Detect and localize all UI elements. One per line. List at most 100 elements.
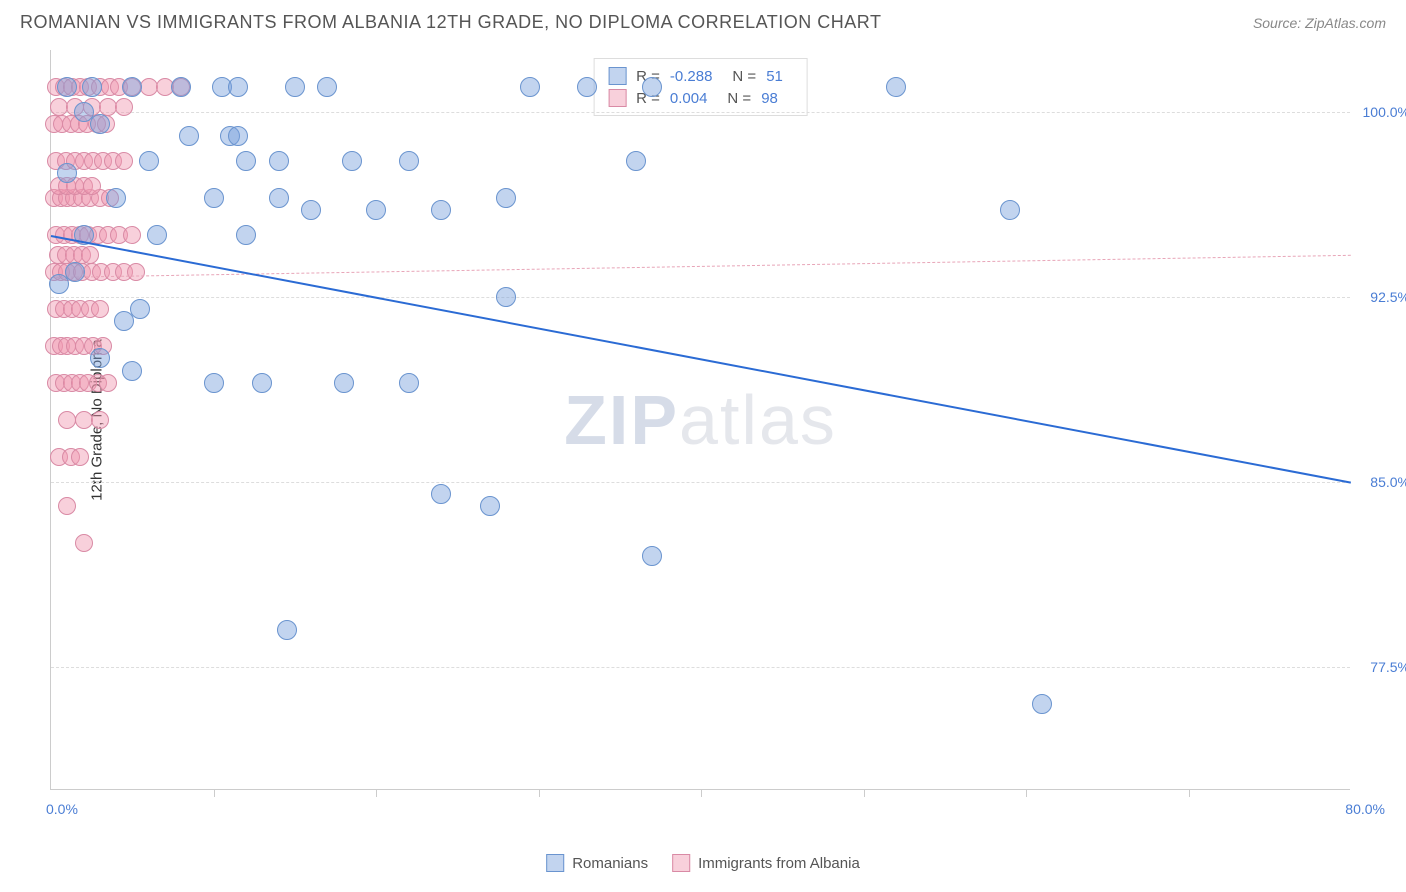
data-point-romanians [577, 77, 597, 97]
gridline-horizontal [51, 112, 1350, 113]
data-point-romanians [74, 102, 94, 122]
data-point-albania [99, 374, 117, 392]
data-point-albania [58, 497, 76, 515]
data-point-romanians [642, 546, 662, 566]
source-attribution: Source: ZipAtlas.com [1253, 15, 1386, 31]
chart-header: ROMANIAN VS IMMIGRANTS FROM ALBANIA 12TH… [0, 0, 1406, 41]
data-point-romanians [431, 484, 451, 504]
plot-area: ZIPatlas 12th Grade, No Diploma 0.0% 80.… [50, 50, 1350, 790]
x-tick [539, 789, 540, 797]
legend-swatch-pink [672, 854, 690, 872]
y-tick-label: 85.0% [1355, 474, 1406, 490]
data-point-romanians [642, 77, 662, 97]
legend-swatch-blue [546, 854, 564, 872]
data-point-romanians [122, 77, 142, 97]
legend-item-albania: Immigrants from Albania [672, 854, 860, 872]
data-point-romanians [236, 225, 256, 245]
data-point-romanians [269, 151, 289, 171]
gridline-horizontal [51, 667, 1350, 668]
legend-label-romanians: Romanians [572, 855, 648, 872]
legend-item-romanians: Romanians [546, 854, 648, 872]
data-point-romanians [334, 373, 354, 393]
data-point-romanians [106, 188, 126, 208]
data-point-romanians [301, 200, 321, 220]
data-point-romanians [252, 373, 272, 393]
data-point-romanians [366, 200, 386, 220]
legend-n-value-pink: 98 [761, 90, 778, 107]
data-point-romanians [147, 225, 167, 245]
gridline-horizontal [51, 297, 1350, 298]
legend-swatch-pink [608, 89, 626, 107]
legend-label-albania: Immigrants from Albania [698, 855, 860, 872]
series-legend: Romanians Immigrants from Albania [546, 854, 860, 872]
gridline-horizontal [51, 482, 1350, 483]
data-point-romanians [57, 163, 77, 183]
x-tick [1026, 789, 1027, 797]
data-point-albania [83, 177, 101, 195]
data-point-romanians [1000, 200, 1020, 220]
x-tick [701, 789, 702, 797]
data-point-albania [81, 246, 99, 264]
data-point-romanians [139, 151, 159, 171]
data-point-romanians [285, 77, 305, 97]
trend-line-albania [51, 255, 1351, 278]
legend-r-value-pink: 0.004 [670, 90, 708, 107]
data-point-albania [75, 534, 93, 552]
data-point-albania [91, 300, 109, 318]
data-point-albania [127, 263, 145, 281]
watermark: ZIPatlas [564, 380, 837, 460]
data-point-albania [91, 411, 109, 429]
correlation-legend: R = -0.288 N = 51 R = 0.004 N = 98 [593, 58, 808, 116]
data-point-albania [71, 448, 89, 466]
data-point-romanians [886, 77, 906, 97]
data-point-romanians [399, 151, 419, 171]
data-point-romanians [236, 151, 256, 171]
chart-title: ROMANIAN VS IMMIGRANTS FROM ALBANIA 12TH… [20, 12, 881, 33]
data-point-romanians [90, 114, 110, 134]
legend-row-romanians: R = -0.288 N = 51 [608, 65, 793, 87]
x-tick [376, 789, 377, 797]
data-point-romanians [204, 373, 224, 393]
trend-line-romanians [51, 235, 1351, 484]
data-point-romanians [228, 77, 248, 97]
data-point-romanians [130, 299, 150, 319]
x-tick [864, 789, 865, 797]
data-point-albania [123, 226, 141, 244]
data-point-romanians [90, 348, 110, 368]
data-point-romanians [496, 287, 516, 307]
y-tick-label: 100.0% [1355, 104, 1406, 120]
x-axis-label-min: 0.0% [46, 801, 78, 817]
data-point-romanians [82, 77, 102, 97]
data-point-romanians [399, 373, 419, 393]
y-tick-label: 92.5% [1355, 289, 1406, 305]
chart-container: ZIPatlas 12th Grade, No Diploma 0.0% 80.… [50, 50, 1386, 832]
data-point-romanians [342, 151, 362, 171]
data-point-romanians [626, 151, 646, 171]
data-point-romanians [496, 188, 516, 208]
legend-n-label: N = [732, 68, 756, 85]
data-point-romanians [57, 77, 77, 97]
data-point-romanians [204, 188, 224, 208]
data-point-albania [115, 98, 133, 116]
data-point-romanians [317, 77, 337, 97]
legend-n-value-blue: 51 [766, 68, 783, 85]
data-point-romanians [431, 200, 451, 220]
x-tick [214, 789, 215, 797]
data-point-romanians [179, 126, 199, 146]
data-point-romanians [122, 361, 142, 381]
data-point-romanians [228, 126, 248, 146]
x-tick [1189, 789, 1190, 797]
legend-r-value-blue: -0.288 [670, 68, 713, 85]
data-point-romanians [1032, 694, 1052, 714]
legend-row-albania: R = 0.004 N = 98 [608, 87, 793, 109]
data-point-romanians [171, 77, 191, 97]
legend-n-label: N = [727, 90, 751, 107]
data-point-albania [115, 152, 133, 170]
x-axis-label-max: 80.0% [1345, 801, 1385, 817]
data-point-romanians [65, 262, 85, 282]
data-point-romanians [520, 77, 540, 97]
legend-swatch-blue [608, 67, 626, 85]
data-point-romanians [480, 496, 500, 516]
y-tick-label: 77.5% [1355, 659, 1406, 675]
data-point-romanians [269, 188, 289, 208]
